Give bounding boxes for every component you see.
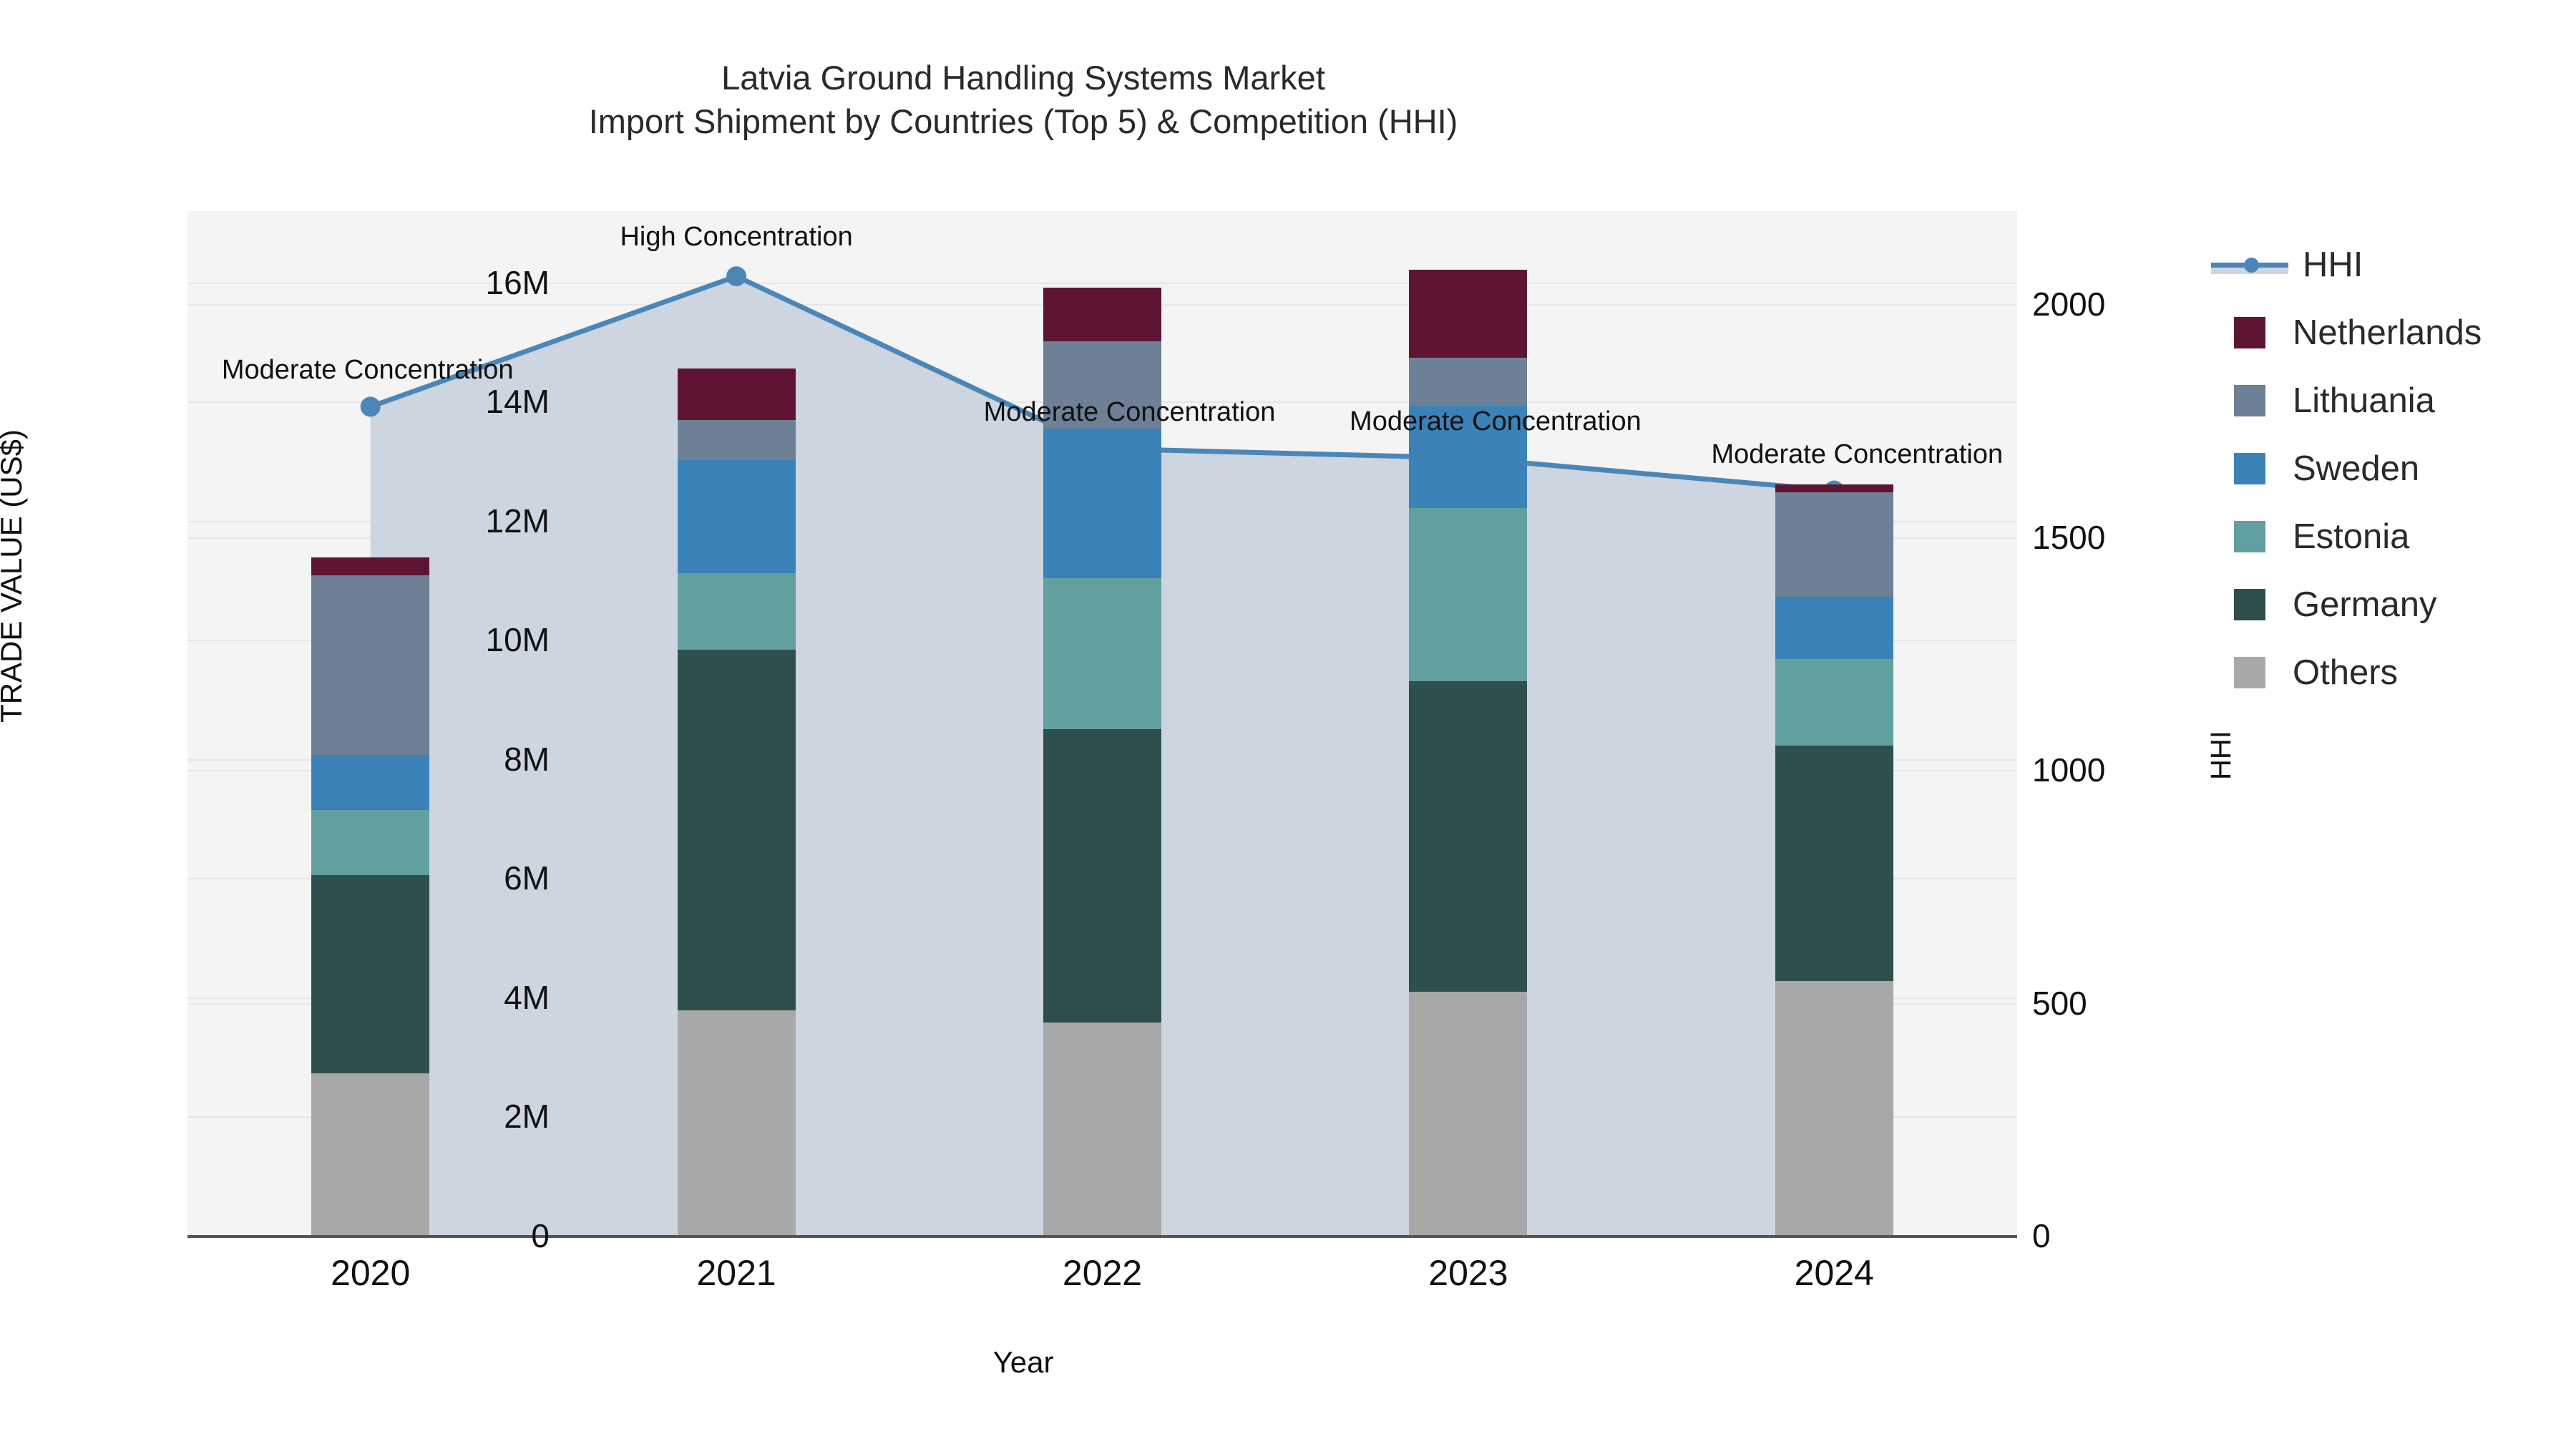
bar-segment-germany <box>677 649 796 1011</box>
bar-segment-others <box>311 1073 430 1236</box>
stacked-bars <box>187 211 2017 1236</box>
bar-segment-lithuania <box>311 575 430 756</box>
bar-segment-estonia <box>311 809 430 876</box>
x-axis-tick-label: 2022 <box>1062 1253 1143 1293</box>
legend-swatch <box>2234 656 2265 688</box>
chart-title-line-1: Latvia Ground Handling Systems Market <box>721 59 1325 97</box>
legend-item[interactable]: Sweden <box>2211 434 2482 502</box>
bar-segment-sweden <box>1043 428 1161 578</box>
bar-segment-estonia <box>1409 508 1528 681</box>
chart-title: Latvia Ground Handling Systems Market Im… <box>0 56 2046 143</box>
secondary-y-axis-tick-label: 1000 <box>2032 751 2106 789</box>
bar-segment-lithuania <box>1409 357 1528 406</box>
legend-item[interactable]: Netherlands <box>2211 298 2482 366</box>
legend-item[interactable]: Estonia <box>2211 502 2482 570</box>
x-axis-line <box>187 1235 2017 1238</box>
y-axis-tick-label: 6M <box>504 859 550 897</box>
secondary-y-axis-tick-label: 2000 <box>2032 286 2106 323</box>
bar-group <box>1409 211 1528 1236</box>
bar-group <box>677 211 796 1236</box>
x-axis-tick-label: 2021 <box>696 1253 776 1293</box>
bar-segment-lithuania <box>677 420 796 460</box>
y-axis-label: TRADE VALUE (US$) <box>0 429 28 723</box>
legend-label: Sweden <box>2293 449 2420 488</box>
legend-label: Estonia <box>2293 517 2410 556</box>
bar-segment-sweden <box>1775 596 1893 660</box>
bar-segment-netherlands <box>1775 484 1893 492</box>
y-axis-tick-label: 14M <box>485 383 550 421</box>
hhi-annotation: Moderate Concentration <box>1350 406 1641 436</box>
secondary-y-axis-label: HHI <box>2205 731 2237 780</box>
secondary-y-axis-tick-label: 1500 <box>2032 518 2106 556</box>
bar-segment-germany <box>1043 729 1161 1023</box>
legend-swatch <box>2234 452 2265 484</box>
bar-segment-sweden <box>311 755 430 810</box>
y-axis-tick-label: 16M <box>485 263 550 301</box>
bar-segment-lithuania <box>1043 341 1161 429</box>
secondary-y-axis-tick-label: 0 <box>2032 1217 2051 1254</box>
bar-segment-estonia <box>1043 577 1161 730</box>
bar-group <box>1043 211 1161 1236</box>
hhi-marker <box>726 266 747 287</box>
hhi-annotation: Moderate Concentration <box>983 396 1276 427</box>
bar-segment-lithuania <box>1775 492 1893 597</box>
bar-segment-netherlands <box>1043 288 1161 342</box>
bar-segment-sweden <box>677 460 796 574</box>
x-axis-tick-label: 2020 <box>331 1253 411 1293</box>
legend-label: Germany <box>2293 585 2437 624</box>
legend-label: HHI <box>2303 245 2363 284</box>
legend-swatch <box>2234 316 2265 348</box>
chart-title-line-2: Import Shipment by Countries (Top 5) & C… <box>588 102 1458 141</box>
bar-segment-estonia <box>677 573 796 650</box>
bar-segment-netherlands <box>677 368 796 421</box>
y-axis-tick-label: 12M <box>485 502 550 540</box>
y-axis-tick-label: 10M <box>485 621 550 659</box>
bar-segment-germany <box>1409 680 1528 992</box>
legend-item[interactable]: Lithuania <box>2211 366 2482 434</box>
hhi-annotation: Moderate Concentration <box>1711 439 2004 469</box>
y-axis-tick-label: 4M <box>504 978 550 1016</box>
x-axis-tick-label: 2023 <box>1428 1253 1508 1293</box>
bar-segment-netherlands <box>1409 269 1528 358</box>
legend-item[interactable]: Germany <box>2211 570 2482 638</box>
bar-segment-sweden <box>1409 406 1528 509</box>
bar-segment-others <box>677 1010 796 1236</box>
bar-segment-estonia <box>1775 659 1893 746</box>
bar-group <box>311 211 430 1236</box>
y-axis-tick-label: 2M <box>504 1098 550 1136</box>
bar-segment-others <box>1775 980 1893 1236</box>
legend-item[interactable]: Others <box>2211 638 2482 706</box>
y-axis-tick-label: 8M <box>504 740 550 778</box>
legend-label: Others <box>2293 653 2399 692</box>
bar-segment-others <box>1043 1022 1161 1236</box>
legend-swatch <box>2234 384 2265 416</box>
legend-swatch <box>2234 520 2265 552</box>
legend-line-marker <box>2211 249 2288 280</box>
plot-area <box>187 211 2017 1237</box>
legend-label: Lithuania <box>2293 381 2435 420</box>
bar-segment-germany <box>1775 745 1893 981</box>
bar-group <box>1775 211 1893 1236</box>
x-axis-tick-label: 2024 <box>1794 1253 1874 1293</box>
hhi-annotation: Moderate Concentration <box>221 355 514 386</box>
bar-segment-others <box>1409 991 1528 1236</box>
legend-label: Netherlands <box>2293 313 2482 352</box>
bar-segment-germany <box>311 875 430 1073</box>
legend: HHI Netherlands Lithuania Sweden Estonia Germ… <box>2211 230 2482 706</box>
gridline <box>187 282 2017 284</box>
x-axis-label: Year <box>992 1345 1054 1379</box>
y-axis-tick-label: 0 <box>531 1217 550 1254</box>
hhi-marker <box>360 396 381 417</box>
legend-item[interactable]: HHI <box>2211 230 2482 298</box>
hhi-annotation: High Concentration <box>620 222 853 253</box>
bar-segment-netherlands <box>311 557 430 575</box>
secondary-y-axis-tick-label: 500 <box>2032 984 2087 1022</box>
legend-swatch <box>2234 588 2265 620</box>
